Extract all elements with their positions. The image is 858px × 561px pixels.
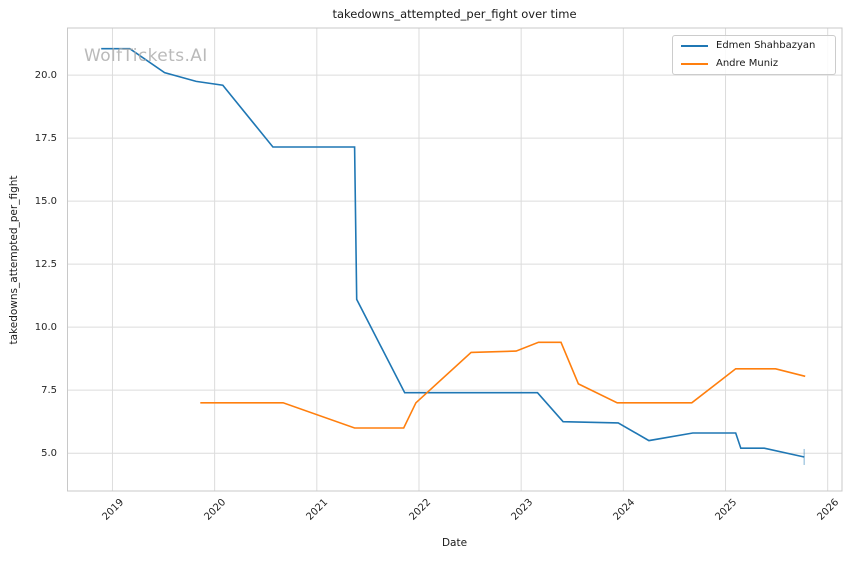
y-tick-label: 7.5 (41, 384, 57, 396)
watermark: WolfTickets.AI (84, 46, 208, 66)
legend-item: Andre Muniz (681, 58, 827, 71)
y-tick-label: 12.5 (34, 258, 57, 270)
series-line-andre-muniz (200, 341, 806, 429)
legend-label: Edmen Shahbazyan (716, 40, 816, 51)
y-tick-label: 5.0 (41, 447, 57, 459)
chart-title: takedowns_attempted_per_fight over time (332, 7, 577, 21)
series-line-edmen-shahbazyan (101, 47, 805, 458)
legend: Edmen Shahbazyan Andre Muniz (672, 35, 836, 75)
y-axis-label: takedowns_attempted_per_fight (8, 175, 20, 345)
y-tick-label: 17.5 (34, 132, 57, 144)
legend-label: Andre Muniz (716, 57, 779, 69)
y-tick-label: 10.0 (34, 321, 57, 333)
legend-line-sample (681, 62, 708, 65)
legend-item: Edmen Shahbazyan (681, 40, 827, 53)
plot-border (67, 27, 843, 492)
y-tick-label: 20.0 (34, 69, 57, 81)
y-tick-label: 15.0 (34, 195, 57, 207)
x-axis-label: Date (441, 537, 468, 549)
legend-line-sample (681, 45, 708, 48)
